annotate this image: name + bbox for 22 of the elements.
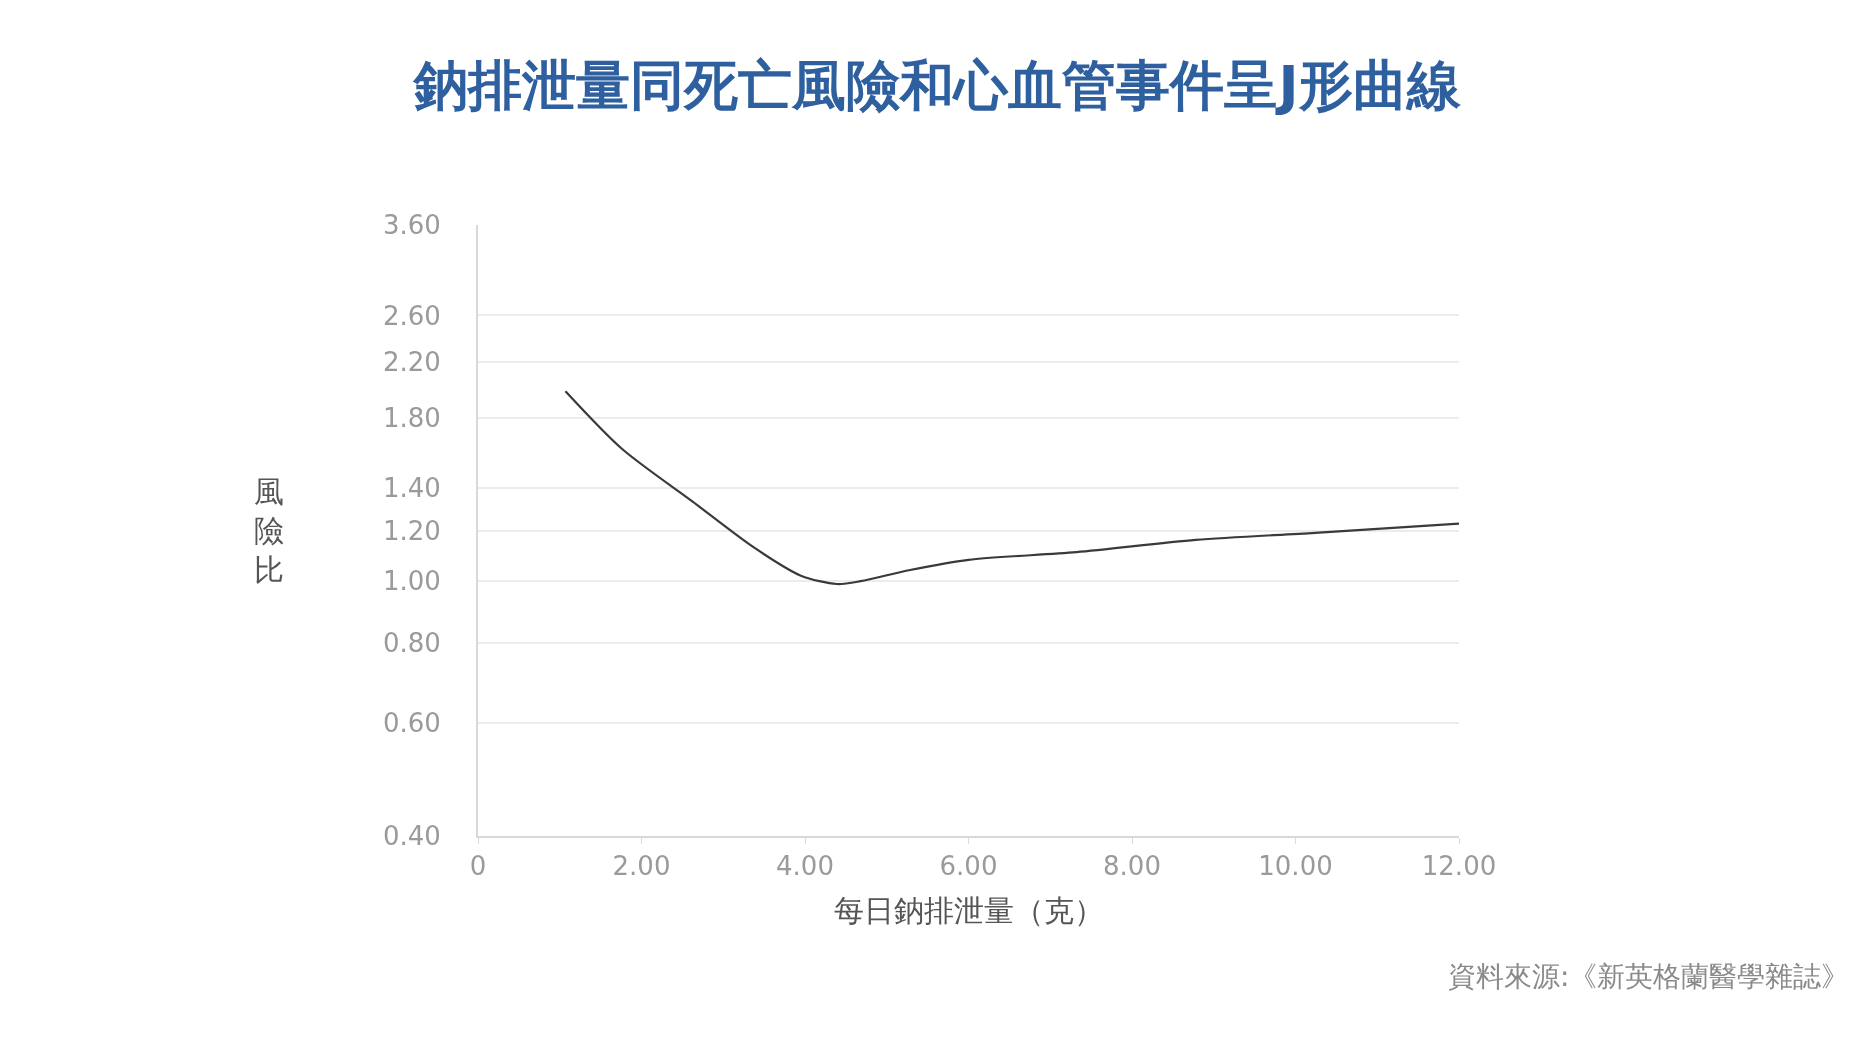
chart-title: 鈉排泄量同死亡風險和心血管事件呈J形曲線 [412,53,1462,117]
y-tick-label: 0.80 [382,628,441,659]
x-tick-label: 12.00 [1421,851,1497,882]
x-axis-title: 每日鈉排泄量（克） [833,893,1104,929]
y-tick-label: 1.40 [382,472,441,503]
y-tick-label: 0.40 [382,821,441,852]
x-tick-label: 6.00 [939,851,998,882]
y-tick-label: 0.60 [382,708,441,739]
y-tick-label: 2.60 [382,300,441,331]
source-note: 資料來源:《新英格蘭醫學雜誌》 [1448,960,1850,993]
y-tick-label: 1.20 [382,515,441,546]
y-tick-label: 3.60 [382,210,441,241]
x-tick-label: 10.00 [1258,851,1333,882]
x-tick-label: 2.00 [612,851,671,882]
x-tick-label: 4.00 [776,851,834,882]
x-tick-label: 0 [469,851,487,882]
line-series [564,390,1459,586]
y-tick-label: 1.80 [382,402,441,433]
y-tick-label: 1.00 [382,566,441,597]
x-tick-label: 8.00 [1103,851,1161,882]
y-tick-label: 2.20 [382,347,441,378]
y-axis-title: 風險比 [254,474,284,587]
